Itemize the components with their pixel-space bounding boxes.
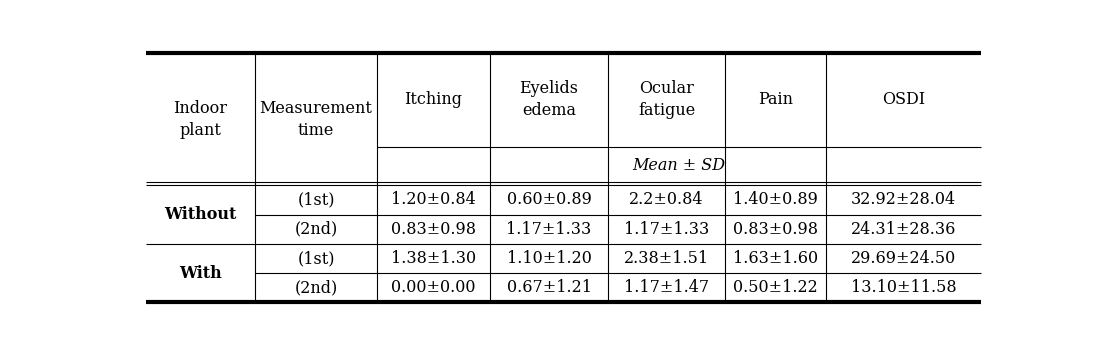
- Text: Itching: Itching: [405, 91, 463, 108]
- Text: (1st): (1st): [297, 191, 334, 208]
- Text: 1.10±1.20: 1.10±1.20: [507, 250, 592, 267]
- Text: Indoor
plant: Indoor plant: [174, 100, 228, 139]
- Text: Pain: Pain: [758, 91, 793, 108]
- Text: Mean ± SD: Mean ± SD: [632, 157, 726, 174]
- Text: 1.38±1.30: 1.38±1.30: [390, 250, 476, 267]
- Text: 24.31±28.36: 24.31±28.36: [851, 221, 957, 238]
- Text: 1.17±1.33: 1.17±1.33: [506, 221, 592, 238]
- Text: Measurement
time: Measurement time: [260, 100, 373, 139]
- Text: 1.20±0.84: 1.20±0.84: [392, 191, 476, 208]
- Text: Eyelids
edema: Eyelids edema: [519, 80, 579, 119]
- Text: (2nd): (2nd): [295, 221, 338, 238]
- Text: Without: Without: [164, 206, 236, 223]
- Text: 0.83±0.98: 0.83±0.98: [392, 221, 476, 238]
- Text: 1.40±0.89: 1.40±0.89: [734, 191, 818, 208]
- Text: 0.60±0.89: 0.60±0.89: [507, 191, 592, 208]
- Text: OSDI: OSDI: [882, 91, 925, 108]
- Text: With: With: [179, 265, 222, 282]
- Text: 32.92±28.04: 32.92±28.04: [851, 191, 956, 208]
- Text: 2.38±1.51: 2.38±1.51: [624, 250, 710, 267]
- Text: 0.50±1.22: 0.50±1.22: [734, 279, 818, 296]
- Text: 1.17±1.47: 1.17±1.47: [624, 279, 710, 296]
- Text: 29.69±24.50: 29.69±24.50: [851, 250, 956, 267]
- Text: 1.17±1.33: 1.17±1.33: [624, 221, 710, 238]
- Text: 0.00±0.00: 0.00±0.00: [392, 279, 476, 296]
- Text: 1.63±1.60: 1.63±1.60: [734, 250, 818, 267]
- Text: (1st): (1st): [297, 250, 334, 267]
- Text: Ocular
fatigue: Ocular fatigue: [638, 80, 695, 119]
- Text: 13.10±11.58: 13.10±11.58: [851, 279, 957, 296]
- Text: 0.83±0.98: 0.83±0.98: [734, 221, 818, 238]
- Text: 0.67±1.21: 0.67±1.21: [507, 279, 592, 296]
- Text: (2nd): (2nd): [295, 279, 338, 296]
- Text: 2.2±0.84: 2.2±0.84: [629, 191, 704, 208]
